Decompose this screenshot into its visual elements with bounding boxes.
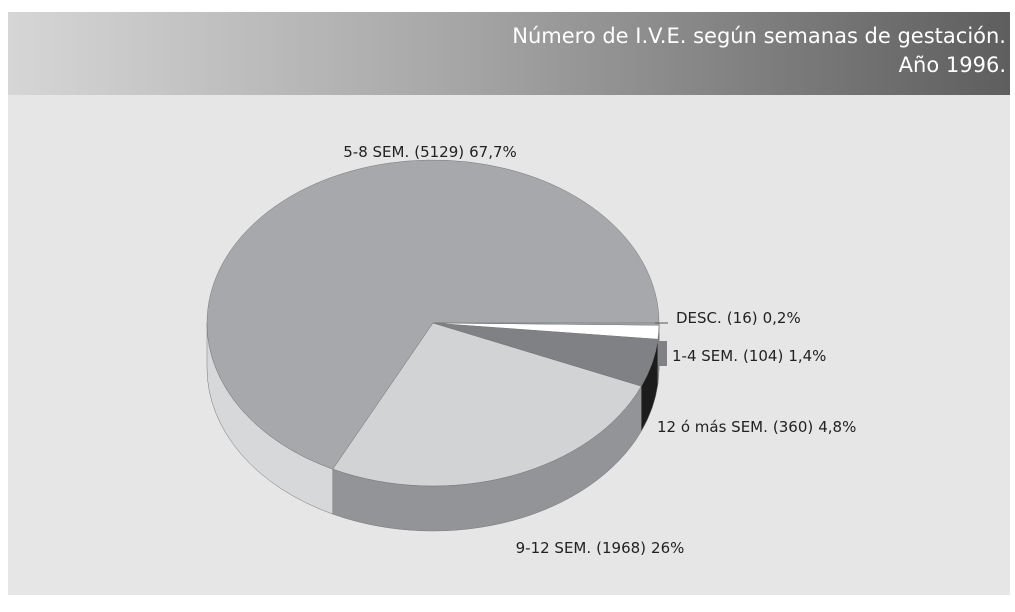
slice-label-part: (16): [727, 309, 758, 327]
slice: [332, 322, 642, 487]
slice-label-part: DESC.: [676, 309, 722, 327]
slice-label-part: 0,2%: [763, 309, 801, 327]
slice-label-part: 1-4 SEM.: [672, 347, 738, 365]
slice-label-part: 26%: [651, 539, 684, 557]
pie-tops: [206, 159, 660, 487]
slice-label: 5-8 SEM. (5129) 67,7%: [343, 143, 517, 161]
header-band: [8, 12, 1010, 95]
slice-label-part: 4,8%: [818, 418, 856, 436]
slice-label-part: 1,4%: [788, 347, 826, 365]
slice-label-part: 12 ó más SEM.: [657, 418, 768, 436]
chart-subtitle: Año 1996.: [899, 53, 1006, 77]
labels: 5-8 SEM. (5129) 67,7% 9-12 SEM. (1968) 26% 12 …: [343, 143, 856, 557]
slice-label-part: 5-8 SEM.: [343, 143, 409, 161]
slice-label-part: 9-12 SEM.: [516, 539, 592, 557]
leader: [658, 341, 667, 366]
slice-label-part: (5129): [414, 143, 464, 161]
chart-title: Número de I.V.E. según semanas de gestac…: [512, 24, 1006, 48]
slice-label-part: (1968): [596, 539, 646, 557]
slice-label: DESC. (16) 0,2%: [676, 309, 801, 327]
slice-label: 1-4 SEM. (104) 1,4%: [672, 347, 826, 365]
slice-label-part: (104): [743, 347, 783, 365]
slice-label-part: 67,7%: [469, 143, 517, 161]
slice-label: 9-12 SEM. (1968) 26%: [516, 539, 685, 557]
slice-label: 12 ó más SEM. (360) 4,8%: [657, 418, 856, 436]
slice: [206, 159, 660, 470]
slice-label-part: (360): [773, 418, 813, 436]
